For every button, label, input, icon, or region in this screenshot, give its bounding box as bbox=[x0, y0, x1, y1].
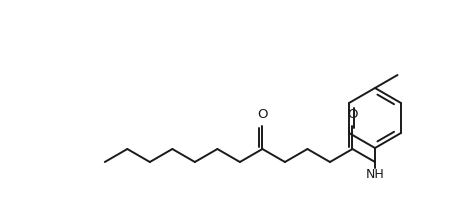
Text: O: O bbox=[346, 108, 357, 121]
Text: O: O bbox=[257, 108, 267, 121]
Text: NH: NH bbox=[365, 168, 384, 181]
